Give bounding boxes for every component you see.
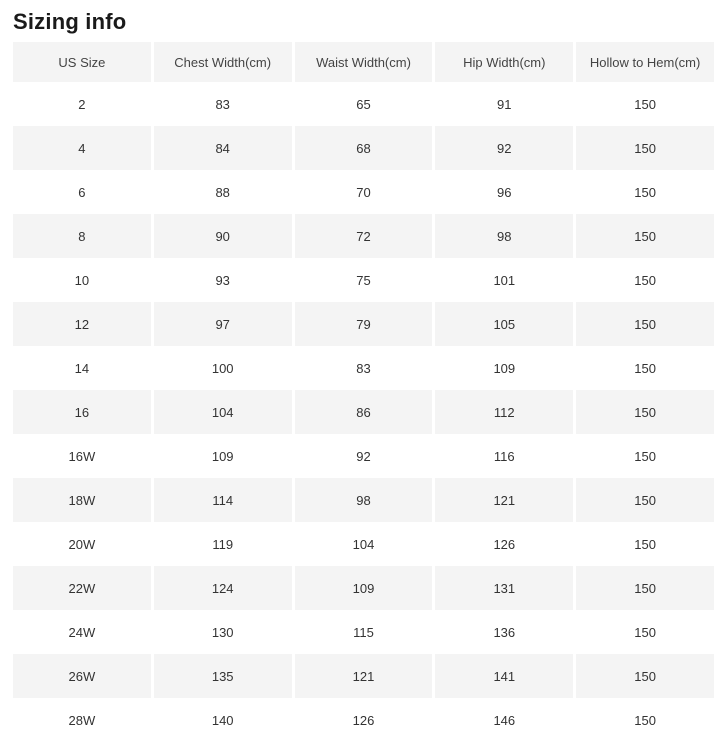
table-cell: 101 xyxy=(493,272,516,288)
table-cell: 140 xyxy=(211,712,234,728)
table-cell: 18W xyxy=(13,478,151,522)
table-cell: 150 xyxy=(576,214,714,258)
table-cell: 124 xyxy=(153,566,292,610)
table-row: 8 90 72 98 150 xyxy=(13,214,714,258)
table-cell: 150 xyxy=(576,654,714,698)
column-header: Chest Width(cm) xyxy=(153,42,292,82)
table-cell: 22W xyxy=(13,566,151,610)
table-cell: 70 xyxy=(356,184,371,200)
table-cell: 141 xyxy=(435,654,574,698)
table-cell: 130 xyxy=(211,624,234,640)
table-cell: 150 xyxy=(576,566,714,610)
table-cell: 20W xyxy=(68,536,96,552)
table-cell: 91 xyxy=(497,96,512,112)
table-row: 24W 130 115 136 150 xyxy=(13,610,714,654)
table-cell: 150 xyxy=(634,448,656,464)
table-cell: 121 xyxy=(435,478,574,522)
table-cell: 146 xyxy=(493,712,516,728)
table-cell: 96 xyxy=(497,184,512,200)
table-cell: 150 xyxy=(576,478,714,522)
table-cell: 131 xyxy=(435,566,574,610)
table-cell: 126 xyxy=(493,536,516,552)
table-row: 4 84 68 92 150 xyxy=(13,126,714,170)
table-row: 14 100 83 109 150 xyxy=(13,346,714,390)
table-row: 12 97 79 105 150 xyxy=(13,302,714,346)
table-cell: 14 xyxy=(74,360,90,376)
table-cell: 93 xyxy=(215,272,230,288)
table-cell: 92 xyxy=(356,448,371,464)
table-cell: 68 xyxy=(294,126,433,170)
table-cell: 136 xyxy=(493,624,516,640)
table-cell: 86 xyxy=(294,390,433,434)
table-row: 2 83 65 91 150 xyxy=(13,82,714,126)
table-cell: 2 xyxy=(78,96,86,112)
table-cell: 72 xyxy=(294,214,433,258)
column-header: Hollow to Hem(cm) xyxy=(576,42,714,82)
sizing-table: US Size Chest Width(cm) Waist Width(cm) Hip… xyxy=(13,42,714,742)
table-row: 18W 114 98 121 150 xyxy=(13,478,714,522)
page-title: Sizing info xyxy=(13,9,127,34)
table-row: 22W 124 109 131 150 xyxy=(13,566,714,610)
table-cell: 12 xyxy=(13,302,151,346)
table-cell: 104 xyxy=(153,390,292,434)
table-cell: 88 xyxy=(215,184,230,200)
table-cell: 109 xyxy=(294,566,433,610)
table-cell: 150 xyxy=(576,390,714,434)
table-cell: 97 xyxy=(153,302,292,346)
table-cell: 114 xyxy=(153,478,292,522)
table-cell: 92 xyxy=(435,126,574,170)
table-cell: 150 xyxy=(634,96,656,112)
table-cell: 79 xyxy=(294,302,433,346)
table-row: 28W 140 126 146 150 xyxy=(13,698,714,742)
table-cell: 119 xyxy=(212,536,234,552)
table-row: 16W 109 92 116 150 xyxy=(13,434,714,478)
table-cell: 24W xyxy=(68,624,96,640)
table-row: 16 104 86 112 150 xyxy=(13,390,714,434)
table-cell: 83 xyxy=(356,360,371,376)
table-cell: 100 xyxy=(211,360,234,376)
table-row: 26W 135 121 141 150 xyxy=(13,654,714,698)
table-cell: 115 xyxy=(353,624,374,640)
table-row: 10 93 75 101 150 xyxy=(13,258,714,302)
table-cell: 104 xyxy=(352,536,375,552)
table-cell: 109 xyxy=(493,360,516,376)
table-cell: 150 xyxy=(634,536,656,552)
table-cell: 26W xyxy=(13,654,151,698)
table-cell: 4 xyxy=(13,126,151,170)
table-cell: 16W xyxy=(68,448,96,464)
table-row: 6 88 70 96 150 xyxy=(13,170,714,214)
table-cell: 84 xyxy=(153,126,292,170)
table-cell: 116 xyxy=(493,448,515,464)
table-cell: 112 xyxy=(435,390,574,434)
table-cell: 65 xyxy=(356,96,371,112)
table-cell: 150 xyxy=(576,126,714,170)
table-cell: 150 xyxy=(634,712,656,728)
table-header-row: US Size Chest Width(cm) Waist Width(cm) Hip… xyxy=(13,42,714,82)
column-header: US Size xyxy=(13,42,151,82)
table-cell: 8 xyxy=(13,214,151,258)
table-cell: 150 xyxy=(634,624,656,640)
table-cell: 121 xyxy=(294,654,433,698)
table-cell: 98 xyxy=(435,214,574,258)
table-cell: 135 xyxy=(153,654,292,698)
table-cell: 150 xyxy=(634,360,656,376)
table-cell: 98 xyxy=(294,478,433,522)
table-cell: 83 xyxy=(215,96,230,112)
column-header: Hip Width(cm) xyxy=(435,42,574,82)
table-cell: 109 xyxy=(211,448,234,464)
table-cell: 16 xyxy=(13,390,151,434)
table-cell: 90 xyxy=(153,214,292,258)
table-cell: 150 xyxy=(634,272,656,288)
table-cell: 105 xyxy=(435,302,574,346)
column-header: Waist Width(cm) xyxy=(294,42,433,82)
table-cell: 150 xyxy=(634,184,656,200)
table-cell: 6 xyxy=(78,184,86,200)
table-cell: 10 xyxy=(74,272,90,288)
table-cell: 150 xyxy=(576,302,714,346)
table-cell: 75 xyxy=(356,272,371,288)
table-row: 20W 119 104 126 150 xyxy=(13,522,714,566)
table-cell: 126 xyxy=(352,712,375,728)
table-cell: 28W xyxy=(68,712,96,728)
